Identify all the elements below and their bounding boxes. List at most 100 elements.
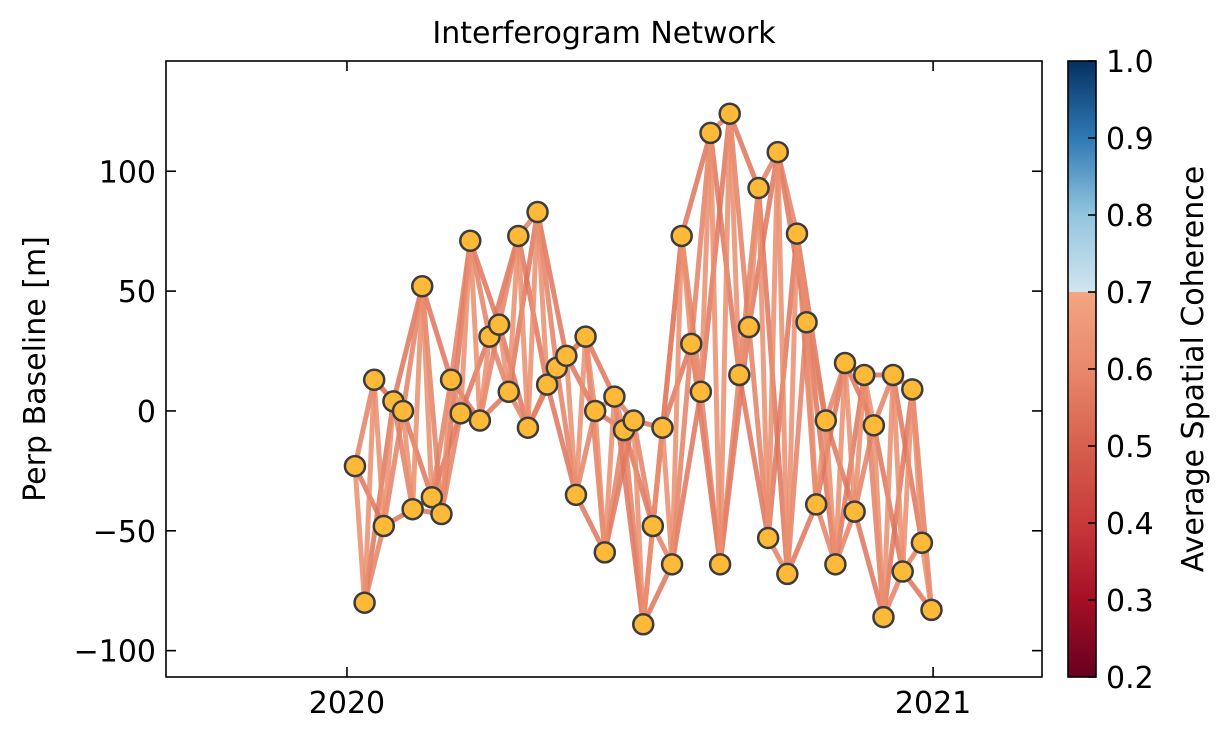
acquisition-node (497, 380, 520, 404)
interferogram-edge (804, 319, 819, 507)
acquisition-node (401, 497, 424, 521)
interferogram-edge (458, 238, 473, 416)
x-tick-label: 2021 (895, 686, 971, 721)
colorbar-tick-label: 0.8 (1106, 199, 1154, 234)
interferogram-edge (852, 372, 867, 515)
acquisition-node (468, 409, 492, 432)
interferogram-edge (813, 418, 829, 507)
acquisition-node (776, 562, 799, 586)
acquisition-node (507, 224, 530, 248)
interferogram-edge (784, 501, 819, 577)
interferogram-edge (535, 209, 550, 388)
interferogram-edge (919, 540, 934, 613)
acquisition-node (660, 553, 684, 576)
acquisition-node (641, 514, 665, 538)
acquisition-node (737, 315, 761, 339)
interferogram-edge (832, 360, 848, 567)
colorbar-label: Average Spatial Coherence (1176, 166, 1211, 572)
interferogram-edge (506, 233, 521, 395)
interferogram-edge (352, 377, 377, 469)
interferogram-edge (362, 377, 377, 606)
colorbar-tick-label: 0.7 (1106, 276, 1154, 311)
interferogram-edge (698, 389, 723, 567)
acquisition-node (555, 344, 578, 368)
colorbar-tick-label: 0.5 (1106, 430, 1154, 465)
interferogram-edge (727, 111, 742, 378)
interferogram-edge (775, 149, 800, 237)
interferogram-edge (679, 233, 694, 347)
interferogram-edge (871, 422, 886, 620)
y-tick-label: −50 (93, 515, 156, 550)
acquisition-node (708, 553, 732, 576)
interferogram-edge (477, 334, 492, 424)
acquisition-node (353, 591, 376, 614)
interferogram-edge (438, 377, 454, 517)
acquisition-node (881, 363, 905, 387)
interferogram-edge (419, 283, 454, 383)
acquisition-node (420, 485, 444, 509)
x-axis-ticks: 2020 2021 (309, 61, 971, 721)
acquisition-node (651, 416, 674, 439)
colorbar-tick-label: 0.3 (1106, 584, 1154, 619)
colorbar-tick-label: 1.0 (1106, 45, 1154, 80)
interferogram-edge (631, 418, 646, 627)
acquisition-node (910, 531, 934, 555)
interferogram-edge (698, 130, 713, 395)
acquisition-node (487, 313, 511, 336)
acquisition-node (680, 332, 703, 356)
interferogram-edge (573, 334, 589, 498)
acquisition-node (449, 402, 472, 425)
acquisition-node (824, 553, 847, 576)
acquisition-node (747, 176, 770, 200)
acquisition-node (391, 399, 415, 423)
interferogram-edge (583, 334, 598, 414)
acquisition-nodes (343, 102, 943, 636)
interferogram-edge (794, 231, 810, 325)
y-tick-label: −100 (74, 635, 156, 670)
interferogram-edge (679, 130, 713, 239)
acquisition-node (564, 483, 588, 507)
acquisition-node (574, 325, 597, 348)
acquisition-node (593, 541, 617, 564)
interferogram-edge (775, 149, 790, 577)
acquisition-node (526, 200, 549, 224)
interferogram-edge (784, 231, 800, 577)
acquisition-node (785, 222, 809, 245)
interferogram-edge (880, 372, 896, 620)
interferogram-edge (592, 408, 608, 555)
colorbar-tick-label: 0.4 (1106, 507, 1154, 542)
acquisition-node (603, 385, 626, 408)
interferogram-edge (563, 353, 579, 498)
interferogram-edge (823, 418, 838, 567)
acquisition-node (814, 409, 838, 432)
interferogram-edge (852, 509, 886, 620)
colorbar-tick-label: 0.6 (1106, 353, 1154, 388)
acquisition-node (372, 514, 396, 538)
interferogram-edge (717, 111, 733, 567)
interferogram-edge (669, 233, 685, 567)
acquisition-node (516, 416, 540, 439)
chart-title: Interferogram Network (432, 16, 776, 51)
acquisition-node (756, 526, 780, 550)
acquisition-node (804, 493, 828, 516)
interferogram-edge (515, 233, 531, 431)
interferogram-edge (890, 372, 906, 575)
colorbar-tick-label: 0.2 (1106, 661, 1154, 696)
interferogram-edge (525, 209, 541, 431)
interferogram-edge (602, 394, 617, 555)
interferogram-edge (650, 425, 665, 529)
acquisition-node (689, 380, 713, 404)
interferogram-edge (909, 386, 925, 546)
acquisition-node (439, 368, 463, 392)
acquisition-node (843, 500, 866, 523)
interferogram-edge (727, 111, 762, 191)
y-tick-label: 0 (137, 395, 156, 430)
interferogram-edge (640, 523, 656, 627)
acquisition-node (410, 275, 434, 298)
acquisition-node (833, 351, 857, 375)
interferogram-edge (756, 185, 771, 541)
acquisition-node (852, 363, 876, 387)
acquisition-node (728, 363, 751, 387)
interferogram-edge (381, 398, 396, 529)
plot-frame (165, 60, 1043, 678)
